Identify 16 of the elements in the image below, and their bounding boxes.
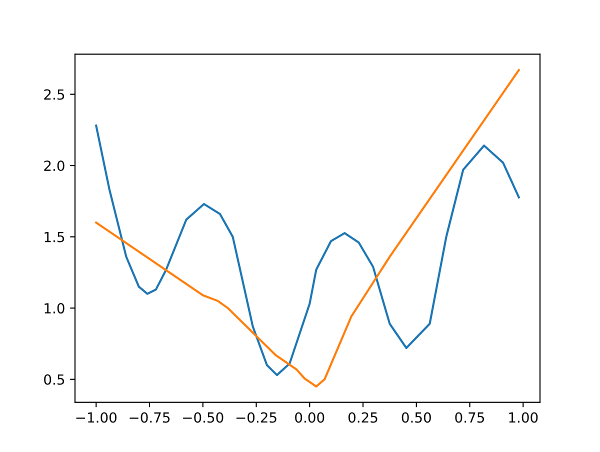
x-tick-label: −1.00 bbox=[76, 412, 116, 423]
y-tick-label: 2.0 bbox=[44, 160, 64, 172]
x-tick-label: −0.25 bbox=[236, 412, 276, 423]
x-tick-label: 0.75 bbox=[455, 412, 484, 423]
y-tick-label: 1.5 bbox=[44, 232, 64, 242]
x-tick-label: 0.25 bbox=[348, 412, 378, 423]
x-tick-label: −0.75 bbox=[130, 412, 170, 423]
x-tick-label: −0.50 bbox=[183, 412, 224, 423]
y-tick-label: 2.5 bbox=[44, 89, 64, 100]
y-tick-label: 1.0 bbox=[44, 303, 64, 314]
x-tick-label: 1.00 bbox=[509, 412, 538, 423]
y-tick-label: 0.5 bbox=[44, 374, 64, 385]
x-tick-label: 0.50 bbox=[402, 412, 431, 423]
x-tick-label: 0.00 bbox=[295, 412, 324, 423]
line-series bbox=[95, 124, 520, 376]
line-series bbox=[95, 69, 520, 388]
